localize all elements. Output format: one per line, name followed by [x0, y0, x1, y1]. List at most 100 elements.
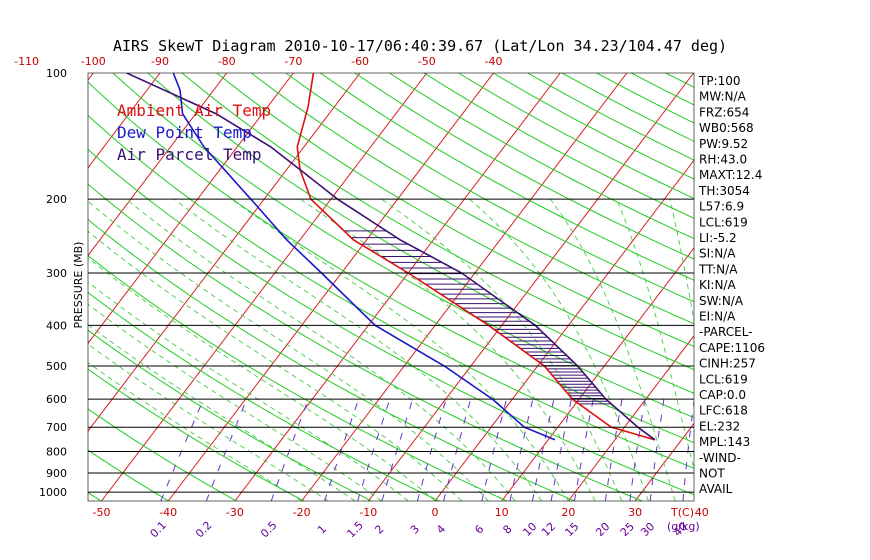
side-panel-item: CAPE:1106	[699, 341, 765, 355]
mixing-ratio-line	[682, 399, 694, 501]
dry-adiabat-line	[250, 73, 694, 325]
mixing-ratio-line	[381, 398, 414, 501]
dry-adiabat-line	[88, 114, 694, 469]
isotherm-line	[101, 73, 428, 501]
mixing-ratio-line	[481, 398, 507, 501]
moist-adiabat-line	[88, 257, 436, 501]
dewpoint-temp-line	[172, 73, 556, 441]
mixing-ratio-label: 8	[500, 522, 514, 536]
legend-parcel: Air Parcel Temp	[117, 145, 262, 164]
moist-adiabat-line	[669, 199, 694, 323]
side-panel-item: LCL:619	[699, 215, 748, 229]
mixing-ratio-line	[357, 398, 391, 501]
moist-adiabat-line	[88, 281, 409, 501]
pressure-tick-label: 700	[46, 421, 67, 434]
pressure-tick-label: 500	[46, 360, 67, 373]
top-temp-tick: -40	[484, 55, 502, 68]
dry-adiabat-line	[88, 291, 440, 501]
side-panel-item: PW:9.52	[699, 137, 748, 151]
top-temp-tick: -90	[151, 55, 169, 68]
profile-series	[126, 73, 656, 441]
pressure-gridlines	[87, 72, 695, 502]
isotherm-line	[88, 73, 161, 169]
side-panel-item: LI:-5.2	[699, 231, 737, 245]
bottom-temp-tick: 30	[628, 506, 642, 519]
isotherm-line	[234, 73, 561, 501]
mixing-ratio-label: 1.5	[344, 519, 366, 541]
moist-adiabat-line	[88, 324, 356, 501]
mixing-ratio-line	[604, 399, 623, 501]
moist-adiabat-lines	[88, 198, 694, 501]
mixing-ratio-line	[417, 398, 447, 501]
dry-adiabat-line	[88, 368, 305, 501]
parcel-temp-line	[126, 73, 656, 441]
isotherm-line	[167, 73, 494, 501]
side-panel-item: MW:N/A	[699, 90, 747, 104]
top-temp-tick: -60	[351, 55, 369, 68]
isotherm-line	[835, 73, 870, 501]
bottom-temp-tick: 10	[495, 506, 509, 519]
side-panel-item: -WIND-	[699, 451, 741, 465]
top-temp-tick: -70	[284, 55, 302, 68]
dry-adiabat-line	[216, 73, 694, 347]
legend-ambient: Ambient Air Temp	[117, 101, 271, 120]
moist-adiabat-line	[231, 198, 569, 501]
moist-adiabat-line	[88, 200, 489, 501]
mixing-ratio-line	[205, 398, 248, 501]
dry-adiabat-line	[735, 73, 870, 501]
legend-dewpoint: Dew Point Temp	[117, 123, 252, 142]
bottom-temp-tick: -10	[359, 506, 377, 519]
moist-adiabat-line	[173, 198, 543, 501]
dry-adiabat-line	[147, 73, 694, 394]
side-panel-item: FRZ:654	[699, 105, 749, 119]
bottom-temp-tick: -20	[293, 506, 311, 519]
isotherm-line	[367, 73, 694, 501]
mixing-ratio-line	[574, 399, 594, 501]
mixing-ratio-label: 2	[372, 522, 386, 536]
side-panel-item: SW:N/A	[699, 294, 744, 308]
moist-adiabat-line	[88, 362, 302, 501]
mixing-ratio-lines	[160, 398, 694, 501]
top-temp-tick: -100	[81, 55, 106, 68]
moist-adiabat-line	[550, 198, 676, 501]
isotherm-line	[88, 73, 361, 432]
dry-adiabat-line	[88, 329, 372, 501]
mixing-ratio-label: 12	[539, 520, 558, 539]
moist-adiabat-line	[88, 230, 463, 501]
moist-adiabat-line	[469, 198, 649, 501]
side-panel-item: AVAIL	[699, 482, 733, 496]
dry-adiabat-line	[88, 183, 643, 501]
isotherm-line	[634, 422, 694, 501]
mixing-ratio-label: 25	[618, 520, 637, 539]
side-panel-item: EI:N/A	[699, 310, 736, 324]
mixing-ratio-line	[629, 399, 646, 501]
dry-adiabat-line	[88, 218, 575, 501]
side-panel-item: SI:N/A	[699, 247, 736, 261]
dry-adiabat-line	[181, 73, 694, 371]
mixing-ratio-line	[324, 398, 360, 501]
mixing-ratio-line	[443, 398, 472, 501]
top-temp-tick: -110	[14, 55, 39, 68]
dry-adiabat-line	[88, 81, 694, 444]
bottom-temp-tick: 0	[432, 506, 439, 519]
side-panel-item: MAXT:12.4	[699, 168, 762, 182]
moist-adiabat-line	[88, 303, 382, 501]
side-panel-item: TT:N/A	[698, 262, 738, 276]
mixing-ratio-label: 15	[562, 520, 581, 539]
isotherm-line	[434, 159, 694, 501]
bottom-temp-tick: -40	[159, 506, 177, 519]
dry-adiabat-line	[320, 73, 694, 281]
side-panel-item: TP:100	[698, 74, 741, 88]
side-panel-item: -PARCEL-	[699, 325, 753, 339]
bottom-temp-tick: -50	[93, 506, 111, 519]
dry-adiabat-line	[88, 148, 694, 496]
pressure-tick-label: 900	[46, 467, 67, 480]
mixing-ratio-label: 20	[593, 520, 612, 539]
isotherm-line	[0, 73, 27, 501]
mixing-ratio-line	[509, 398, 534, 501]
moist-adiabat-line	[88, 343, 329, 501]
dry-adiabat-line	[285, 73, 694, 303]
